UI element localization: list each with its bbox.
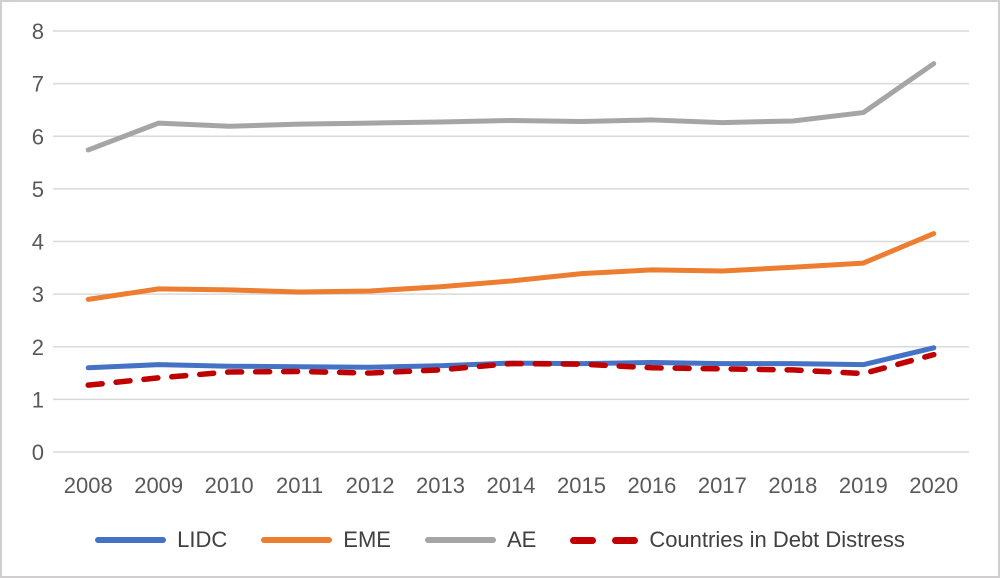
x-tick-label: 2016 [627,473,676,498]
y-tick-label: 6 [32,124,44,149]
legend-label-eme: EME [343,527,391,552]
ae-line-swatch [424,537,496,543]
x-tick-label: 2014 [487,473,536,498]
legend-item-ae[interactable]: AE [424,527,537,553]
legend-item-eme[interactable]: EME [261,527,391,553]
eme-line-swatch [261,537,333,543]
dash-segment [570,536,597,544]
x-tick-label: 2015 [557,473,606,498]
x-tick-label: 2009 [134,473,183,498]
legend-label-debt-distress: Countries in Debt Distress [649,527,905,552]
y-tick-label: 7 [32,72,44,97]
legend-label-ae: AE [506,527,537,552]
y-tick-label: 0 [32,440,44,465]
y-tick-label: 8 [32,19,44,44]
debt-distress-dash-swatch [570,536,639,544]
x-tick-label: 2008 [64,473,113,498]
x-tick-label: 2017 [698,473,747,498]
y-tick-label: 1 [32,387,44,412]
series-line-ae [85,61,937,153]
y-tick-label: 4 [32,230,44,255]
x-tick-label: 2019 [839,473,888,498]
x-tick-label: 2011 [276,473,323,498]
legend-item-lidc[interactable]: LIDC [95,527,227,553]
y-tick-label: 3 [32,282,44,307]
x-tick-label: 2020 [909,473,958,498]
dash-segment [612,536,639,544]
x-tick-label: 2018 [768,473,817,498]
legend-label-lidc: LIDC [177,527,228,552]
chart-legend: LIDC EME AE Countries in Debt Distress [2,523,998,557]
y-tick-label: 5 [32,177,44,202]
x-tick-label: 2013 [416,473,465,498]
legend-item-debt-distress[interactable]: Countries in Debt Distress [570,527,905,553]
y-tick-label: 2 [32,335,44,360]
x-tick-label: 2012 [346,473,395,498]
series-line-eme [85,231,937,302]
x-tick-label: 2010 [205,473,254,498]
lidc-line-swatch [95,537,167,543]
series-line-countries-in-debt-distress [85,351,937,388]
